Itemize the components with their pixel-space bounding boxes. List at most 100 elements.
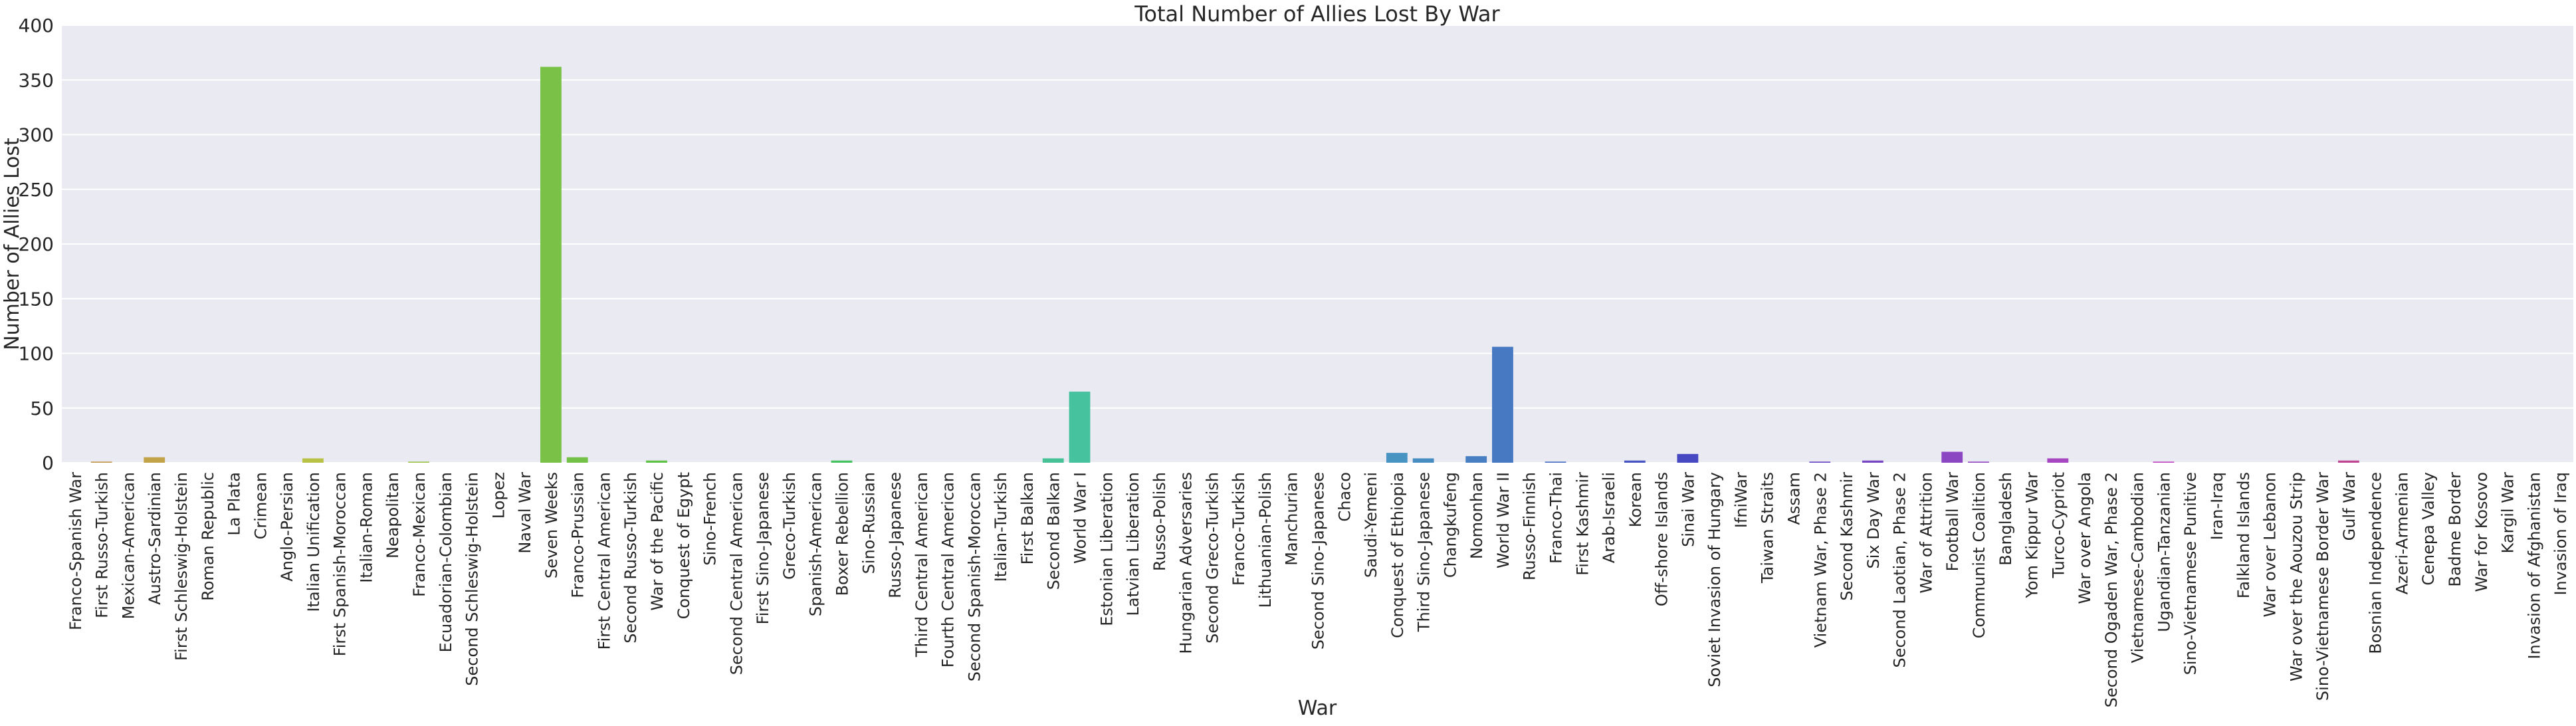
x-tick-label: IfniWar xyxy=(1732,472,1751,528)
x-tick-label: Russo-Polish xyxy=(1150,472,1169,571)
bar xyxy=(1809,461,1831,463)
bar xyxy=(302,458,324,463)
x-tick-label: Off-shore Islands xyxy=(1653,472,1671,606)
bar xyxy=(90,461,112,463)
x-tick-label: Latvian Liberation xyxy=(1124,472,1142,616)
x-tick-label: First Sino-Japanese xyxy=(754,472,772,624)
x-tick-label: Azeri-Armenian xyxy=(2393,472,2411,594)
x-tick-label: First Balkan xyxy=(1018,472,1037,564)
x-tick-label: Second Kashmir xyxy=(1838,472,1856,601)
y-axis-label: Number of Allies Lost xyxy=(1,138,24,350)
x-tick-label: Iran-Iraq xyxy=(2208,472,2226,540)
x-tick-label: Franco-Mexican xyxy=(410,472,429,597)
x-tick-label: Sino-Russian xyxy=(859,472,878,574)
x-tick-label: Communist Coalition xyxy=(1970,472,1988,638)
bar xyxy=(408,461,429,463)
bar xyxy=(566,457,588,463)
x-tick-label: War over the Aouzou Strip xyxy=(2287,472,2306,681)
x-tick-label: First Schleswig-Holstein xyxy=(172,472,191,661)
x-tick-label: Invasion of Afghanistan xyxy=(2525,472,2543,660)
bar xyxy=(1677,453,1699,463)
x-tick-label: First Kashmir xyxy=(1573,472,1592,576)
x-tick-label: Estonian Liberation xyxy=(1097,472,1116,626)
x-tick-label: Franco-Thai xyxy=(1547,472,1566,564)
bar xyxy=(646,460,667,463)
x-tick-label: Changkufeng xyxy=(1441,472,1459,578)
x-tick-label: Bangladesh xyxy=(1996,472,2015,566)
x-tick-label: Assam xyxy=(1785,472,1804,525)
chart-title: Total Number of Allies Lost By War xyxy=(1134,1,1500,27)
x-tick-label: Ugandian-Tanzanian xyxy=(2155,472,2173,632)
x-tick-label: Gulf War xyxy=(2340,472,2359,541)
x-tick-label: Russo-Japanese xyxy=(886,472,905,598)
x-tick-label: Roman Republic xyxy=(199,472,217,601)
x-tick-label: Vietnamese-Cambodian xyxy=(2129,472,2147,663)
x-tick-label: Third Central American xyxy=(912,472,931,658)
x-tick-label: Football War xyxy=(1943,472,1962,572)
bar xyxy=(1386,453,1408,463)
bar xyxy=(2047,458,2069,463)
x-tick-label: Korean xyxy=(1626,472,1645,527)
bar xyxy=(1042,458,1064,463)
bar xyxy=(2337,460,2359,463)
x-tick-label: Italian Unification xyxy=(304,472,323,612)
x-tick-label: World War II xyxy=(1494,472,1513,568)
bar xyxy=(2153,461,2175,463)
x-tick-label: Neapolitan xyxy=(383,472,402,558)
x-tick-label: World War I xyxy=(1071,472,1089,564)
x-tick-label: Saudi-Yemeni xyxy=(1362,472,1380,578)
x-tick-label: Spanish-American xyxy=(807,472,825,616)
x-tick-label: Turco-Cypriot xyxy=(2049,472,2068,578)
x-tick-labels: Franco-Spanish War First Russo-Turkish Mex… xyxy=(66,472,2570,707)
x-tick-label: Chaco xyxy=(1335,472,1354,522)
x-tick-label: First Russo-Turkish xyxy=(93,472,112,618)
x-tick-label: Badme Border xyxy=(2446,472,2464,587)
x-tick-label: Second Spanish-Moroccan xyxy=(965,472,984,681)
y-tick-label: 400 xyxy=(19,15,54,37)
grid-lines xyxy=(62,25,2573,463)
x-tick-label: Italian-Roman xyxy=(357,472,376,583)
x-tick-label: La Plata xyxy=(225,472,244,536)
y-tick-label: 250 xyxy=(19,179,54,201)
x-tick-label: Taiwan Straits xyxy=(1759,472,1777,584)
x-tick-label: Third Sino-Japanese xyxy=(1415,472,1434,632)
bar xyxy=(1968,461,1989,463)
x-tick-label: Second Schleswig-Holstein xyxy=(463,472,482,686)
y-tick-label: 0 xyxy=(42,452,54,474)
bar xyxy=(1862,460,1883,463)
bar xyxy=(1069,392,1091,463)
x-tick-label: Fourth Central American xyxy=(939,472,958,667)
x-tick-label: Second Greco-Turkish xyxy=(1203,472,1222,644)
bar xyxy=(1545,461,1566,463)
x-tick-label: War over Lebanon xyxy=(2261,472,2280,617)
x-tick-label: First Spanish-Moroccan xyxy=(331,472,350,656)
bar xyxy=(540,66,562,463)
y-tick-labels: 0 50 100 150 200 250 300 350 400 xyxy=(19,15,54,474)
bar xyxy=(1465,456,1487,463)
bar xyxy=(1624,460,1646,463)
bar xyxy=(1492,346,1513,463)
x-tick-label: Conquest of Ethiopia xyxy=(1388,472,1407,638)
x-tick-label: Mexican-American xyxy=(119,472,138,619)
x-tick-label: Yom Kippur War xyxy=(2023,472,2042,599)
y-tick-label: 100 xyxy=(19,343,54,365)
bar xyxy=(1412,458,1434,463)
y-tick-label: 300 xyxy=(19,124,54,146)
x-tick-label: Soviet Invasion of Hungary xyxy=(1705,472,1724,687)
x-tick-label: Franco-Spanish War xyxy=(66,472,85,630)
x-tick-label: First Central American xyxy=(595,472,613,650)
bar xyxy=(831,460,853,463)
y-tick-label: 200 xyxy=(19,233,54,255)
x-tick-label: Second Laotian, Phase 2 xyxy=(1891,472,1909,668)
x-tick-label: Franco-Prussian xyxy=(569,472,588,598)
x-tick-label: Cenepa Valley xyxy=(2419,472,2438,586)
bars xyxy=(90,66,2359,463)
x-tick-label: Lithuanian-Polish xyxy=(1256,472,1275,608)
y-tick-label: 150 xyxy=(19,288,54,310)
x-tick-label: Hungarian Adversaries xyxy=(1177,472,1196,654)
x-tick-label: Second Sino-Japanese xyxy=(1309,472,1328,650)
x-tick-label: Falkland Islands xyxy=(2234,472,2253,598)
x-tick-label: Lopez xyxy=(489,472,508,519)
